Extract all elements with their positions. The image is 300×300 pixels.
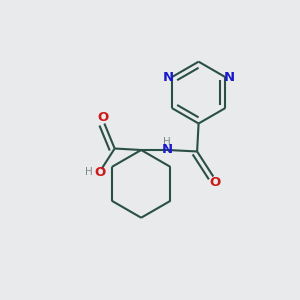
Text: N: N (162, 143, 173, 157)
Text: H: H (163, 137, 171, 147)
Text: O: O (94, 166, 106, 178)
Text: O: O (97, 110, 109, 124)
Text: N: N (223, 70, 235, 84)
Text: H: H (85, 167, 93, 177)
Text: N: N (163, 70, 174, 84)
Text: O: O (209, 176, 220, 190)
